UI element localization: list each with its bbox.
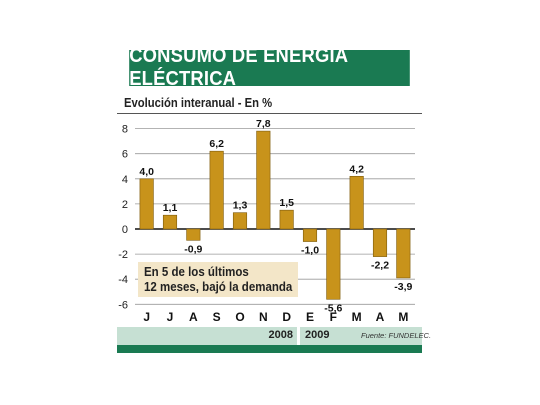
y-tick-label: 2 [122, 199, 128, 211]
x-tick-label: N [259, 310, 268, 324]
year-band-2009: 2009 [300, 327, 422, 345]
data-label: 1,1 [163, 202, 178, 214]
data-label: 1,5 [279, 197, 294, 209]
x-tick-label: M [352, 310, 362, 324]
data-label: -2,2 [371, 260, 389, 272]
bar [232, 212, 248, 230]
x-tick-label: J [167, 310, 174, 324]
bar [279, 209, 294, 230]
x-tick-label: A [376, 310, 385, 324]
data-label: -5,6 [324, 302, 342, 314]
bar [162, 214, 178, 230]
source-note: Fuente: FUNDELEC. [361, 331, 432, 340]
data-label: -0,9 [184, 243, 202, 255]
data-label: 1,3 [233, 200, 248, 212]
year-label-2008: 2008 [268, 329, 293, 341]
bottom-bar [117, 345, 422, 353]
data-label: 4,0 [139, 166, 154, 178]
data-label: 4,2 [349, 163, 364, 175]
x-tick-label: J [143, 310, 150, 324]
data-label: 6,2 [209, 138, 224, 150]
x-tick-label: S [213, 310, 221, 324]
y-tick-label: 6 [122, 149, 128, 161]
y-tick-label: -2 [118, 249, 128, 261]
x-tick-label: A [189, 310, 198, 324]
bar [326, 228, 341, 300]
x-tick-label: M [398, 310, 408, 324]
data-label: 7,8 [256, 118, 271, 130]
bar [256, 130, 271, 230]
chart-title: CONSUMO DE ENERGÍA ELÉCTRICA [129, 45, 410, 90]
y-tick-label: 8 [122, 124, 128, 136]
x-tick-label: E [306, 310, 314, 324]
year-label-2009: 2009 [305, 329, 330, 341]
top-rule [117, 113, 422, 114]
chart-subtitle: Evolución interanual - En % [124, 96, 273, 110]
bar [186, 228, 201, 241]
annotation-line-2: 12 meses, bajó la demanda [144, 280, 293, 294]
bar [139, 178, 154, 230]
x-tick-label: D [282, 310, 291, 324]
bar [396, 228, 411, 279]
y-tick-label: 0 [122, 224, 128, 236]
x-tick-label: O [235, 310, 244, 324]
bar [302, 228, 318, 242]
data-label: -1,0 [301, 245, 319, 257]
bar [349, 175, 364, 230]
year-band-2008: 2008 [117, 327, 297, 345]
y-tick-label: 4 [122, 174, 128, 186]
y-tick-label: -4 [118, 274, 128, 286]
y-tick-label: -6 [118, 299, 128, 311]
x-tick-label: F [330, 310, 337, 324]
annotation-line-1: En 5 de los últimos [144, 265, 249, 279]
annotation-box: En 5 de los últimos 12 meses, bajó la de… [138, 262, 298, 297]
bar [209, 150, 224, 230]
bar [372, 228, 388, 257]
data-label: -3,9 [394, 281, 412, 293]
